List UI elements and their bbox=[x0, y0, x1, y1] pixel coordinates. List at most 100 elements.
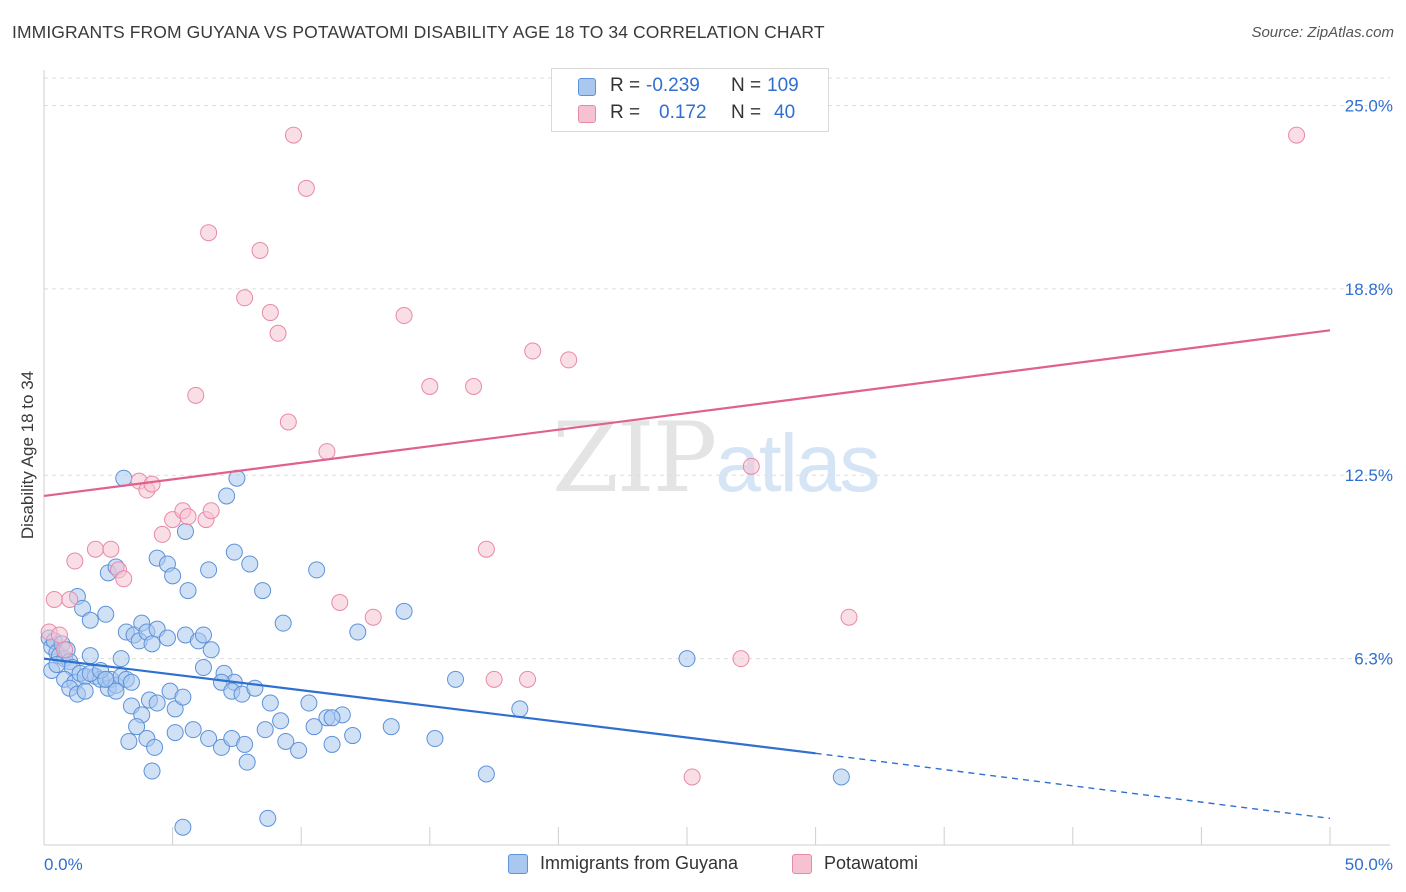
legend: Immigrants from Guyana Potawatomi bbox=[0, 852, 1406, 878]
watermark-atlas: atlas bbox=[715, 418, 880, 509]
guyana-point bbox=[76, 682, 94, 700]
guyana-point bbox=[202, 641, 220, 659]
guyana-point bbox=[166, 724, 184, 742]
guyana-point bbox=[511, 700, 529, 718]
source-label: Source: ZipAtlas.com bbox=[1251, 24, 1394, 41]
stats-r-value: 0.172 bbox=[659, 102, 707, 123]
guyana-point bbox=[308, 561, 326, 579]
guyana-point bbox=[274, 614, 292, 632]
potawatomi-point bbox=[742, 457, 760, 475]
potawatomi-point bbox=[179, 508, 197, 526]
guyana-point bbox=[143, 762, 161, 780]
legend-label: Immigrants from Guyana bbox=[540, 853, 739, 873]
stats-n-value: 40 bbox=[774, 102, 796, 123]
potawatomi-point bbox=[200, 224, 218, 242]
guyana-point bbox=[305, 718, 323, 736]
potawatomi-point bbox=[331, 593, 349, 611]
guyana-point bbox=[146, 738, 164, 756]
potawatomi-point bbox=[477, 540, 495, 558]
guyana-point bbox=[81, 611, 99, 629]
stats-r-label: R = bbox=[610, 102, 641, 123]
guyana-trend-line bbox=[43, 657, 816, 755]
potawatomi-point bbox=[61, 590, 79, 608]
guyana-point bbox=[477, 765, 495, 783]
potawatomi-point bbox=[153, 525, 171, 543]
potawatomi-point bbox=[279, 413, 297, 431]
potawatomi-point bbox=[66, 552, 84, 570]
guyana-point bbox=[395, 602, 413, 620]
guyana-point bbox=[832, 768, 850, 786]
guyana-point bbox=[218, 487, 236, 505]
potawatomi-point bbox=[1288, 126, 1306, 144]
guyana-point bbox=[349, 623, 367, 641]
potawatomi-point bbox=[519, 670, 537, 688]
potawatomi-point bbox=[421, 378, 439, 396]
potawatomi-point bbox=[269, 324, 287, 342]
potawatomi-point bbox=[465, 378, 483, 396]
y-tick-label: 12.5% bbox=[1345, 466, 1393, 485]
stats-n-label: N = bbox=[731, 75, 762, 96]
y-tick-label: 25.0% bbox=[1345, 96, 1393, 115]
guyana-point bbox=[426, 730, 444, 748]
potawatomi-point bbox=[86, 540, 104, 558]
guyana-point bbox=[120, 732, 138, 750]
stats-row-guyana: R = -0.239 N = 109 bbox=[552, 74, 828, 100]
guyana-point bbox=[176, 522, 194, 540]
guyana-point bbox=[277, 732, 295, 750]
guyana-point bbox=[300, 694, 318, 712]
guyana-point bbox=[174, 818, 192, 836]
legend-label: Potawatomi bbox=[824, 853, 919, 873]
stats-swatch-blue bbox=[578, 78, 596, 96]
guyana-point bbox=[97, 670, 115, 688]
stats-r-label: R = bbox=[610, 75, 641, 96]
stats-box: R = -0.239 N = 109 R = 0.172 N = 40 bbox=[551, 68, 829, 132]
stats-n-value: 109 bbox=[767, 75, 799, 96]
guyana-point bbox=[225, 543, 243, 561]
stats-n-label: N = bbox=[731, 102, 762, 123]
guyana-point bbox=[74, 599, 92, 617]
guyana-point bbox=[112, 650, 130, 668]
potawatomi-point bbox=[318, 443, 336, 461]
potawatomi-trend-line bbox=[43, 329, 1331, 498]
guyana-point bbox=[261, 694, 279, 712]
guyana-point bbox=[194, 659, 212, 677]
guyana-point bbox=[81, 647, 99, 665]
x-tick-label: 0.0% bbox=[44, 855, 83, 874]
guyana-trend-extension bbox=[815, 752, 1331, 820]
potawatomi-point bbox=[297, 179, 315, 197]
guyana-point bbox=[164, 567, 182, 585]
potawatomi-point bbox=[524, 342, 542, 360]
guyana-point bbox=[241, 555, 259, 573]
potawatomi-point bbox=[560, 351, 578, 369]
guyana-point bbox=[238, 753, 256, 771]
y-axis-label: Disability Age 18 to 34 bbox=[18, 370, 37, 540]
guyana-point bbox=[184, 721, 202, 739]
potawatomi-point bbox=[485, 670, 503, 688]
guyana-point bbox=[344, 727, 362, 745]
potawatomi-point bbox=[45, 590, 63, 608]
potawatomi-point bbox=[50, 626, 68, 644]
guyana-point bbox=[166, 700, 184, 718]
guyana-point bbox=[323, 709, 341, 727]
potawatomi-point bbox=[840, 608, 858, 626]
potawatomi-point bbox=[395, 307, 413, 325]
guyana-point bbox=[246, 679, 264, 697]
guyana-point bbox=[148, 694, 166, 712]
guyana-point bbox=[272, 712, 290, 730]
guyana-point bbox=[107, 682, 125, 700]
guyana-point bbox=[128, 718, 146, 736]
potawatomi-point bbox=[251, 241, 269, 259]
potawatomi-point bbox=[284, 126, 302, 144]
legend-swatch-blue bbox=[508, 854, 528, 874]
guyana-point bbox=[447, 670, 465, 688]
potawatomi-point bbox=[202, 502, 220, 520]
guyana-point bbox=[259, 809, 277, 827]
potawatomi-point bbox=[364, 608, 382, 626]
guyana-point bbox=[122, 673, 140, 691]
potawatomi-point bbox=[56, 641, 74, 659]
x-tick-label: 50.0% bbox=[1345, 855, 1393, 874]
chart-title: IMMIGRANTS FROM GUYANA VS POTAWATOMI DIS… bbox=[12, 22, 825, 42]
guyana-point bbox=[158, 629, 176, 647]
potawatomi-point bbox=[143, 475, 161, 493]
